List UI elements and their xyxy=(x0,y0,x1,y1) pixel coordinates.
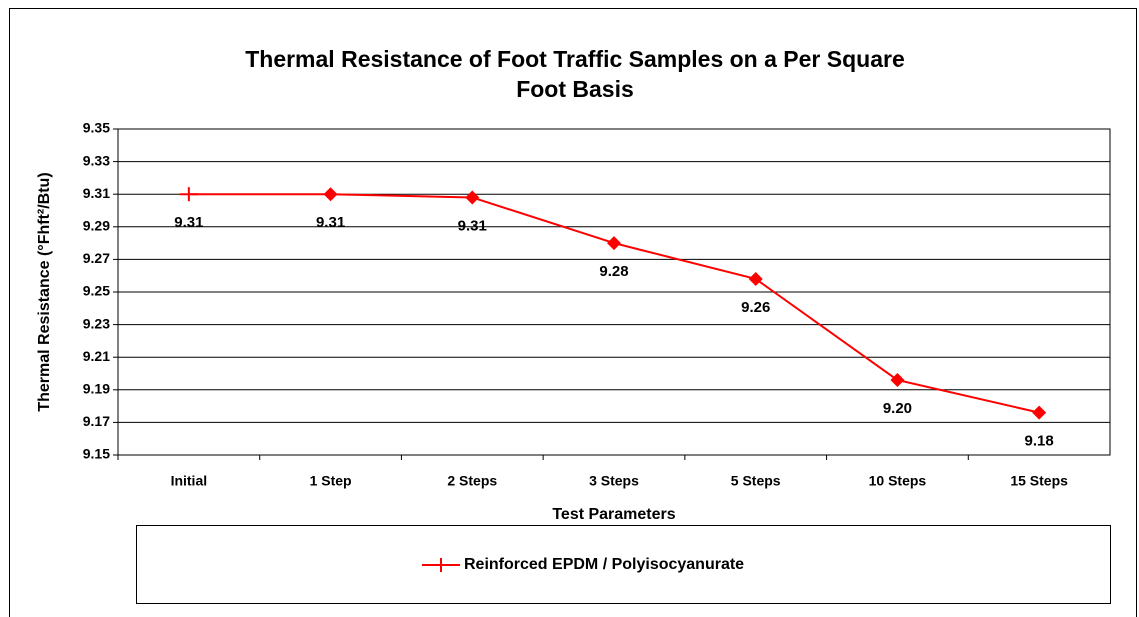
y-tick-label: 9.23 xyxy=(83,315,110,331)
chart-frame xyxy=(9,8,1137,617)
data-label: 9.26 xyxy=(741,299,770,316)
data-label: 9.31 xyxy=(316,214,345,231)
marker xyxy=(607,236,621,251)
data-label: 9.31 xyxy=(174,214,203,231)
marker xyxy=(465,190,480,205)
x-tick-label: 2 Steps xyxy=(447,473,497,489)
y-tick-label: 9.21 xyxy=(83,348,110,364)
y-tick-label: 9.19 xyxy=(83,381,110,397)
marker xyxy=(748,271,763,286)
marker xyxy=(890,373,905,388)
x-tick-label: Initial xyxy=(171,473,208,489)
y-tick-label: 9.35 xyxy=(83,120,110,136)
x-tick-label: 1 Step xyxy=(310,473,352,489)
data-label: 9.18 xyxy=(1025,433,1054,450)
y-tick-label: 9.31 xyxy=(83,185,110,201)
x-tick-label: 5 Steps xyxy=(731,473,781,489)
y-tick-label: 9.15 xyxy=(83,446,110,462)
data-label: 9.20 xyxy=(883,400,912,417)
y-tick-label: 9.33 xyxy=(83,152,110,168)
y-tick-label: 9.25 xyxy=(83,283,110,299)
data-label: 9.28 xyxy=(599,263,628,280)
y-tick-label: 9.17 xyxy=(83,413,110,429)
data-label: 9.31 xyxy=(458,217,487,234)
legend-box xyxy=(136,525,1111,604)
y-tick-label: 9.27 xyxy=(83,250,110,266)
x-axis-label: Test Parameters xyxy=(552,506,675,523)
y-tick-label: 9.29 xyxy=(83,218,110,234)
marker xyxy=(323,187,338,202)
x-tick-label: 15 Steps xyxy=(1010,473,1068,489)
chart-title: Foot Basis xyxy=(516,76,634,102)
x-tick-label: 3 Steps xyxy=(589,473,639,489)
x-tick-label: 10 Steps xyxy=(869,473,927,489)
y-axis-label: Thermal Resistance (°Fhft²/Btu) xyxy=(36,172,53,411)
plot-border xyxy=(117,128,1111,456)
legend-label: Reinforced EPDM / Polyisocyanurate xyxy=(464,556,744,573)
chart-title: Thermal Resistance of Foot Traffic Sampl… xyxy=(245,46,905,72)
marker xyxy=(1032,405,1047,420)
